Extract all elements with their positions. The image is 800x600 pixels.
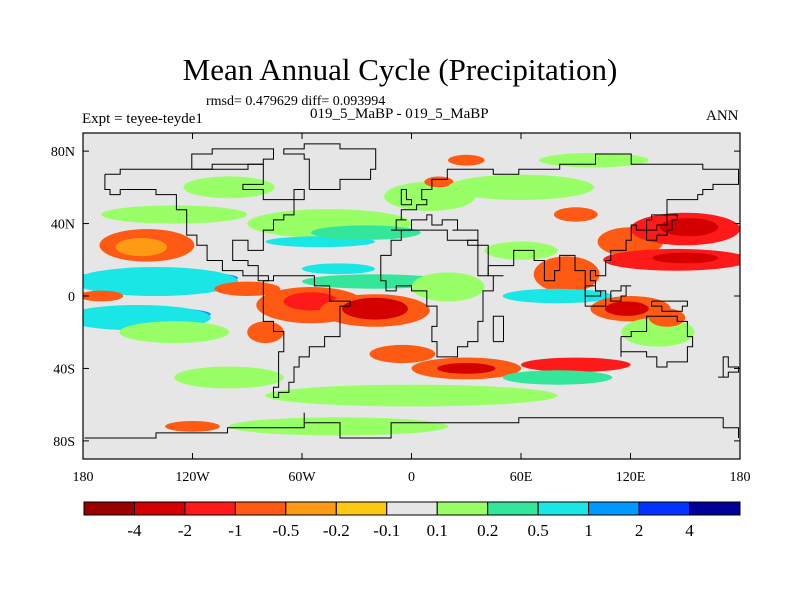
y-tick-label: 40S xyxy=(53,362,75,377)
colorbar-label: 4 xyxy=(685,521,694,540)
southern-ocean-teal xyxy=(502,370,613,385)
y-tick-label: 0 xyxy=(68,290,75,305)
colorbar-label: 0.2 xyxy=(477,521,498,540)
colorbar-label: 0.1 xyxy=(427,521,448,540)
indonesia-dry-core xyxy=(604,301,649,316)
australia-coast xyxy=(620,315,694,368)
season-label: ANN xyxy=(706,108,739,124)
nw-pacific-dry-core xyxy=(659,218,719,237)
colorbar-label: 1 xyxy=(584,521,593,540)
y-tick-label: 80N xyxy=(51,145,75,160)
map-background xyxy=(83,133,740,459)
arctic-wet xyxy=(539,153,649,168)
colorbar-swatch xyxy=(588,501,640,516)
south-pacific-wet xyxy=(119,321,230,344)
colorbar-swatch xyxy=(386,501,438,516)
colorbar-swatch xyxy=(689,501,741,516)
axis-ticks: 180 120W 60W 0 60E 120E 180 80N 40N 0 40S 80S xyxy=(51,133,751,485)
south-america-coast xyxy=(262,275,351,398)
colorbar-swatch xyxy=(234,501,287,516)
se-pacific-dry xyxy=(247,321,284,344)
north-pacific-dry-core xyxy=(115,238,167,257)
colorbar-swatch xyxy=(638,501,691,516)
siberia-dry xyxy=(553,207,598,222)
colorbar: -4 -2 -1 -0.5 -0.2 -0.1 0.1 0.2 0.5 1 2 4 xyxy=(83,501,741,540)
japan-coast xyxy=(646,214,678,241)
madagascar-coast xyxy=(492,315,504,343)
sumatra-coast xyxy=(584,285,607,307)
north-america-coast xyxy=(104,163,305,282)
south-pacific-wet-2 xyxy=(174,366,284,389)
colorbar-label: -2 xyxy=(178,521,192,540)
colorbar-label: -0.2 xyxy=(323,521,350,540)
africa-coast xyxy=(380,229,504,358)
siberia-wet xyxy=(448,174,594,200)
africa-wet xyxy=(411,272,485,302)
antarctica-coast xyxy=(84,412,739,439)
case-label: 019_5_MaBP - 019_5_MaBP xyxy=(310,106,489,122)
x-tick-label: 60E xyxy=(510,470,533,485)
colorbar-swatch xyxy=(537,501,590,516)
pacific-subtrop-dry-core xyxy=(652,252,719,264)
figure-title: Mean Annual Cycle (Precipitation) xyxy=(182,52,618,87)
experiment-label: Expt = teyee-teyde1 xyxy=(82,111,203,127)
greenland-coast xyxy=(283,143,377,190)
pacific-itcz-cyan xyxy=(83,267,239,296)
s-atlantic-dry-core xyxy=(342,297,408,320)
colorbar-label: -0.1 xyxy=(373,521,400,540)
colorbar-label: -1 xyxy=(228,521,242,540)
south-africa-dry-core xyxy=(437,363,496,374)
southern-ocean-wet xyxy=(265,384,558,407)
rmsd-diff-stats: rmsd= 0.479629 diff= 0.093994 xyxy=(206,94,386,109)
colorbar-swatch xyxy=(133,501,186,516)
new-guinea-coast xyxy=(651,300,688,312)
atlantic-equator-cyan xyxy=(302,274,448,289)
colorbar-swatch xyxy=(487,501,539,516)
colorbar-label: -4 xyxy=(127,521,142,540)
new-zealand-coast xyxy=(718,356,739,378)
arctic-dry xyxy=(448,154,485,166)
south-indian-dry xyxy=(521,357,631,372)
colorbar-swatch xyxy=(335,501,388,516)
australia-dry xyxy=(648,308,686,327)
north-pacific-wet-band xyxy=(101,205,248,224)
x-tick-label: 180 xyxy=(73,470,94,485)
antarctic-dry xyxy=(165,421,220,432)
canada-wet xyxy=(183,176,275,199)
c-pacific-dry xyxy=(83,290,124,302)
eurasia-coast xyxy=(391,153,739,297)
x-tick-label: 180 xyxy=(730,470,751,485)
britain-coast xyxy=(400,189,412,206)
coastline-layer xyxy=(84,143,739,439)
x-tick-label: 120W xyxy=(175,470,210,485)
colorbar-label: 2 xyxy=(635,521,644,540)
x-tick-label: 0 xyxy=(408,470,415,485)
y-tick-label: 40N xyxy=(51,218,75,233)
x-tick-label: 60W xyxy=(288,470,316,485)
colorbar-swatch xyxy=(184,501,236,516)
arctic-islands-coast xyxy=(191,148,274,170)
atlantic-subtropical-teal xyxy=(311,225,421,240)
antarctic-wet xyxy=(229,417,448,436)
colorbar-swatch xyxy=(436,501,489,516)
colorbar-label: 0.5 xyxy=(528,521,549,540)
precipitation-anomaly-layer xyxy=(83,153,740,436)
colorbar-label: -0.5 xyxy=(272,521,299,540)
south-atlantic-dry xyxy=(369,344,436,364)
colorbar-swatch xyxy=(285,501,337,516)
borneo-coast xyxy=(610,285,632,302)
x-tick-label: 120E xyxy=(616,470,646,485)
india-dry xyxy=(533,256,600,293)
y-tick-label: 80S xyxy=(53,435,75,450)
colorbar-swatch xyxy=(83,501,135,516)
atlantic-n-cyan xyxy=(302,263,375,275)
